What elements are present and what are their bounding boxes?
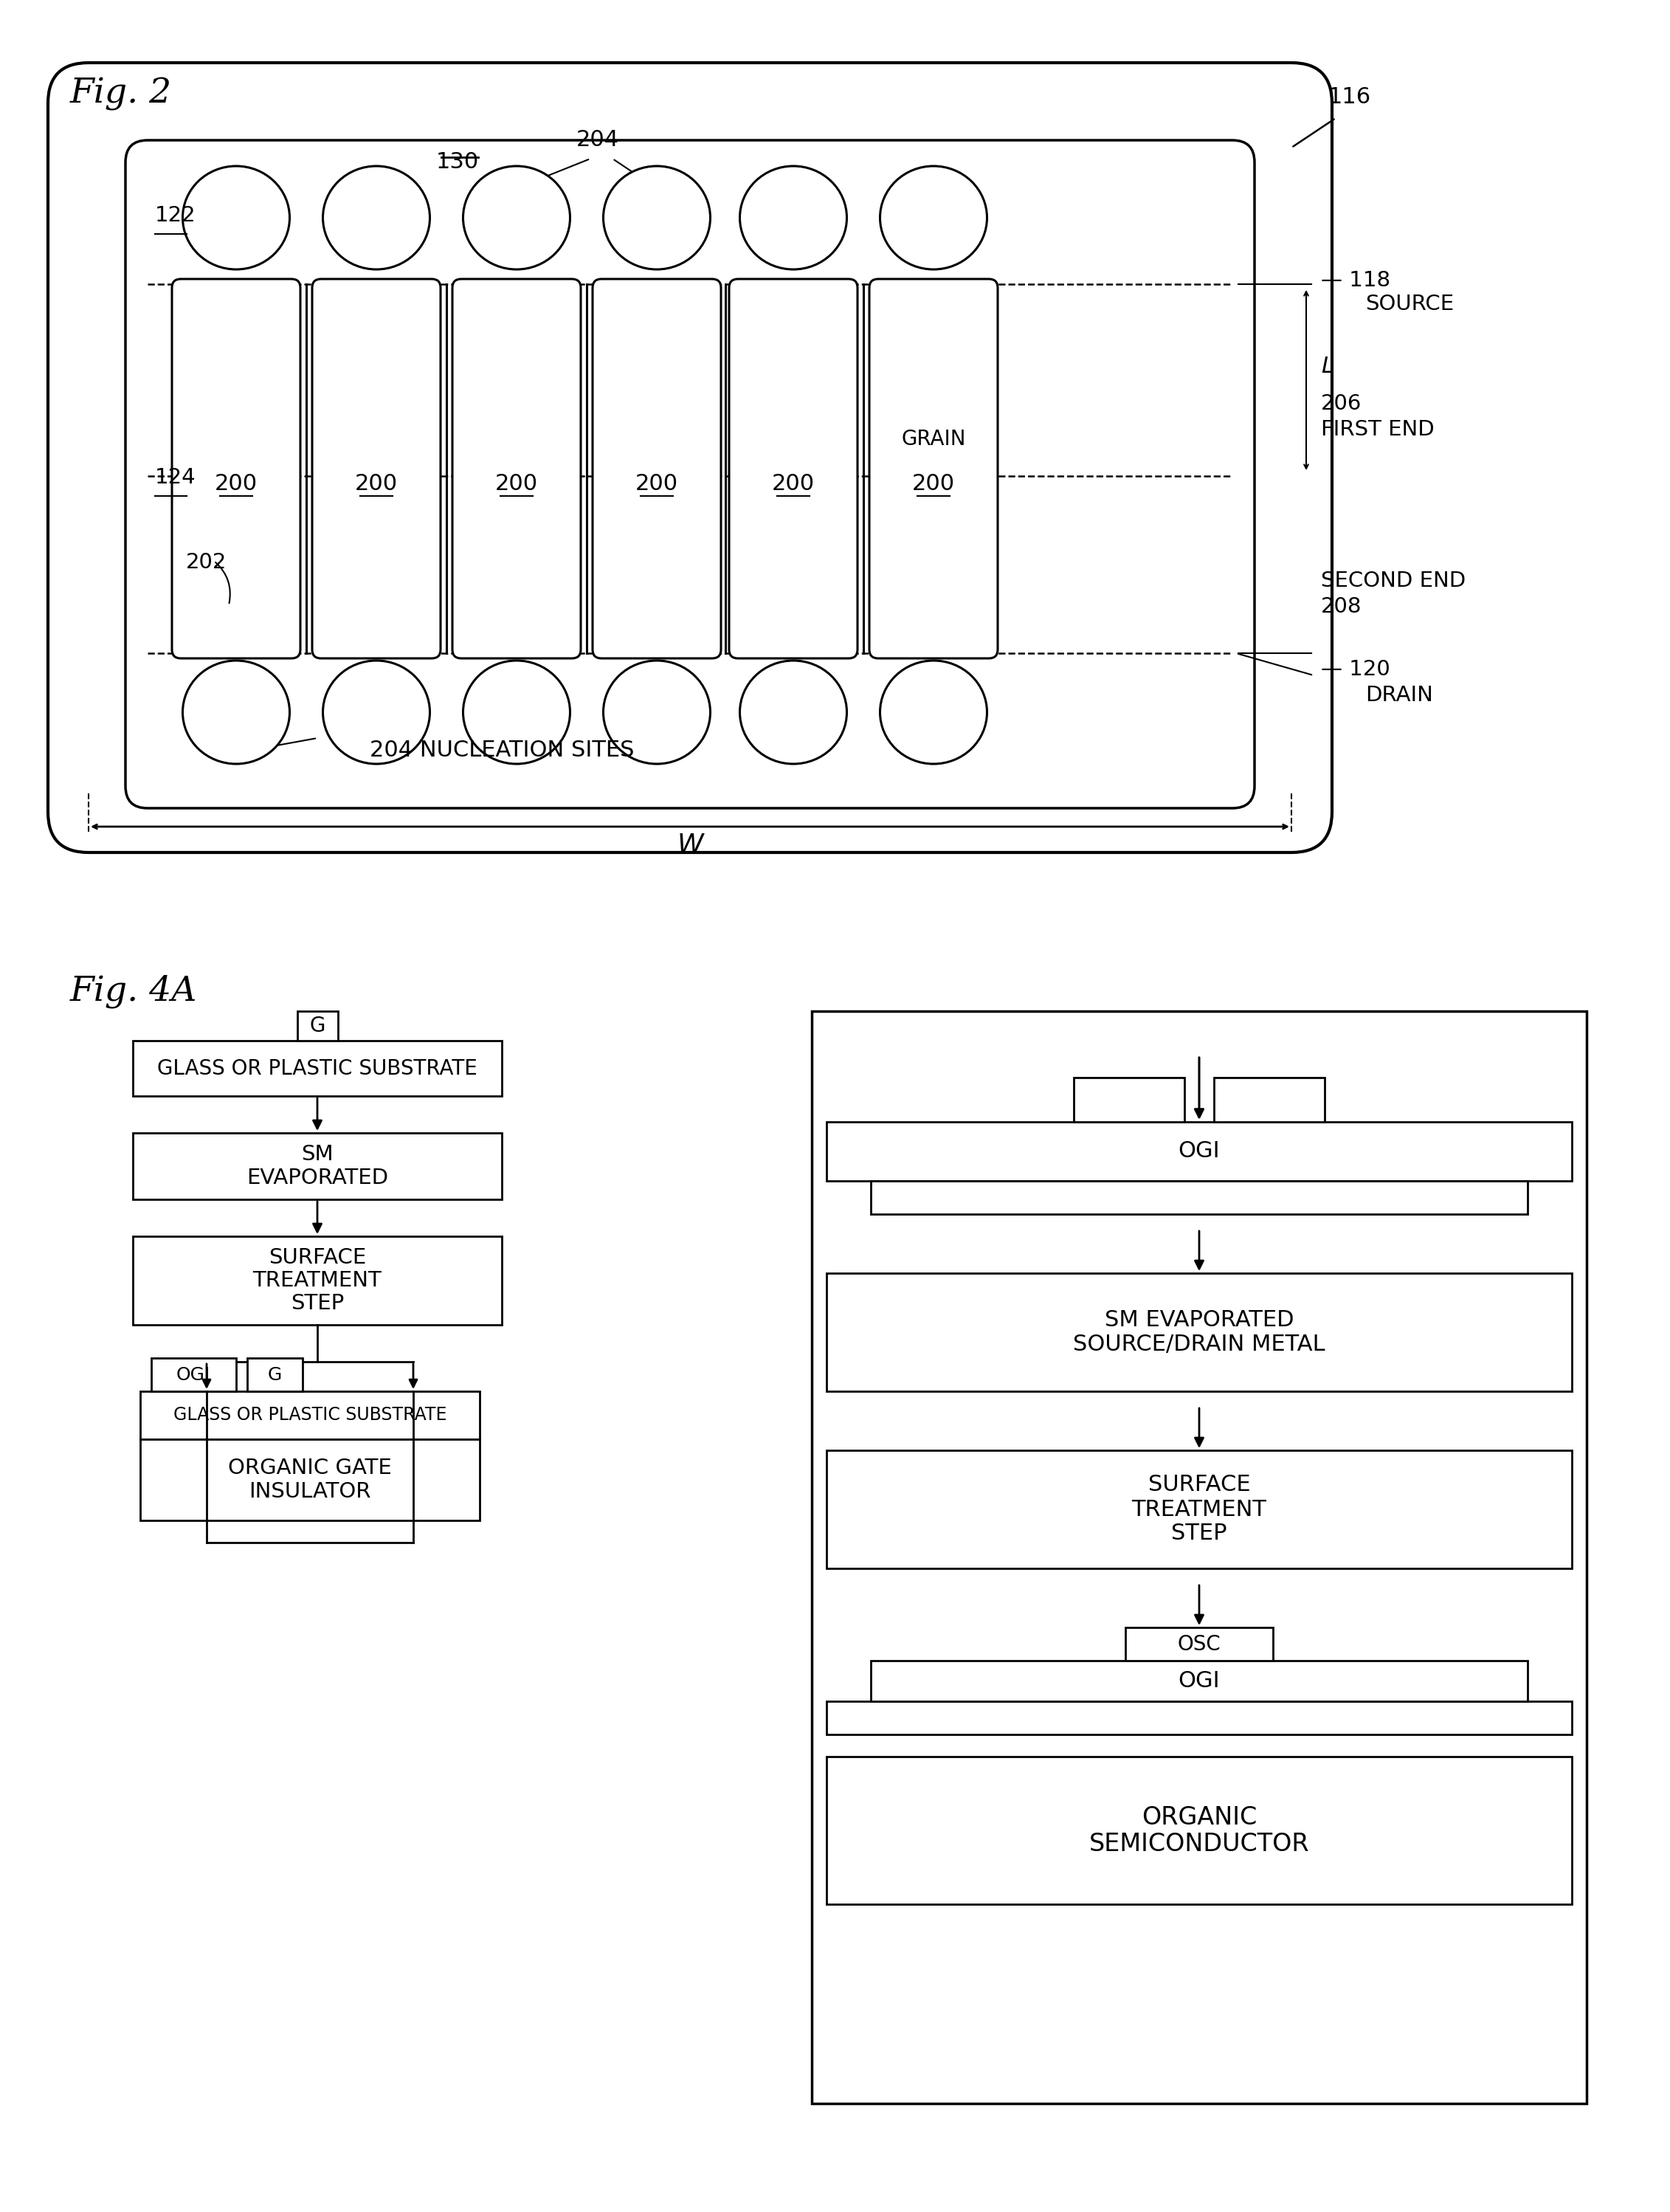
FancyBboxPatch shape: [593, 279, 721, 659]
Text: 206: 206: [1321, 394, 1361, 414]
Bar: [827, 1451, 1571, 1568]
FancyBboxPatch shape: [870, 279, 997, 659]
FancyBboxPatch shape: [125, 139, 1254, 807]
Bar: [134, 1040, 501, 1095]
Ellipse shape: [603, 166, 710, 270]
Text: FIRST END: FIRST END: [1321, 420, 1435, 440]
Bar: [150, 1358, 235, 1391]
Text: SURFACE: SURFACE: [269, 1248, 366, 1267]
Bar: [297, 1011, 337, 1040]
Ellipse shape: [740, 661, 847, 763]
Bar: [140, 1440, 479, 1520]
Text: STEP: STEP: [291, 1294, 344, 1314]
Text: 200: 200: [772, 473, 815, 493]
Text: W: W: [676, 832, 703, 858]
Text: 200: 200: [494, 473, 538, 493]
Text: STEP: STEP: [1171, 1524, 1227, 1544]
Bar: [140, 1391, 479, 1440]
Text: OGI: OGI: [177, 1365, 210, 1382]
Bar: [827, 1121, 1571, 1181]
Text: 200: 200: [215, 473, 257, 493]
Text: SURFACE: SURFACE: [1147, 1473, 1251, 1495]
Ellipse shape: [880, 661, 987, 763]
Text: 116: 116: [1328, 86, 1371, 108]
Text: ORGANIC: ORGANIC: [1142, 1805, 1258, 1829]
Text: 208: 208: [1321, 597, 1363, 617]
Text: 200: 200: [356, 473, 397, 493]
Text: ORGANIC GATE: ORGANIC GATE: [229, 1458, 392, 1478]
FancyBboxPatch shape: [172, 279, 301, 659]
Bar: [812, 1011, 1586, 2104]
Ellipse shape: [322, 661, 429, 763]
Text: 200: 200: [635, 473, 678, 493]
Text: 204: 204: [576, 128, 620, 150]
Text: Fig. 4A: Fig. 4A: [70, 973, 197, 1009]
Text: SOURCE: SOURCE: [1364, 294, 1455, 314]
Bar: [827, 1274, 1571, 1391]
Text: 130: 130: [436, 150, 479, 173]
Text: G: G: [309, 1015, 326, 1035]
Text: 202: 202: [185, 553, 227, 573]
Bar: [870, 1661, 1528, 1701]
Text: L: L: [1321, 356, 1333, 378]
Bar: [1074, 1077, 1184, 1121]
Bar: [134, 1133, 501, 1199]
Text: TREATMENT: TREATMENT: [1132, 1500, 1266, 1520]
Text: DRAIN: DRAIN: [1364, 686, 1433, 706]
Text: — 120: — 120: [1321, 659, 1389, 679]
Bar: [827, 1701, 1571, 1734]
Text: — 118: — 118: [1321, 270, 1391, 290]
FancyBboxPatch shape: [453, 279, 581, 659]
Text: G: G: [267, 1365, 282, 1382]
Text: INSULATOR: INSULATOR: [249, 1482, 371, 1502]
Ellipse shape: [463, 166, 569, 270]
Bar: [1126, 1628, 1273, 1661]
FancyBboxPatch shape: [312, 279, 441, 659]
Text: EVAPORATED: EVAPORATED: [247, 1168, 387, 1188]
Text: Fig. 2: Fig. 2: [70, 77, 172, 111]
Text: OGI: OGI: [1179, 1670, 1221, 1692]
Text: 204 NUCLEATION SITES: 204 NUCLEATION SITES: [369, 739, 635, 761]
Bar: [827, 1756, 1571, 1905]
Text: OGI: OGI: [1179, 1141, 1221, 1161]
Ellipse shape: [603, 661, 710, 763]
Bar: [870, 1181, 1528, 1214]
Ellipse shape: [182, 166, 289, 270]
Bar: [134, 1237, 501, 1325]
Text: GRAIN: GRAIN: [902, 429, 965, 449]
Text: SM EVAPORATED: SM EVAPORATED: [1104, 1310, 1294, 1332]
Bar: [1214, 1077, 1324, 1121]
Text: 122: 122: [155, 206, 195, 226]
Text: SM: SM: [301, 1144, 334, 1166]
Text: GLASS OR PLASTIC SUBSTRATE: GLASS OR PLASTIC SUBSTRATE: [157, 1057, 478, 1079]
Text: TREATMENT: TREATMENT: [252, 1270, 382, 1292]
FancyBboxPatch shape: [730, 279, 857, 659]
Ellipse shape: [182, 661, 289, 763]
Ellipse shape: [463, 661, 569, 763]
Text: GLASS OR PLASTIC SUBSTRATE: GLASS OR PLASTIC SUBSTRATE: [174, 1407, 446, 1425]
Ellipse shape: [880, 166, 987, 270]
Bar: [247, 1358, 302, 1391]
Text: SOURCE/DRAIN METAL: SOURCE/DRAIN METAL: [1074, 1334, 1326, 1356]
Text: SEMICONDUCTOR: SEMICONDUCTOR: [1089, 1832, 1309, 1856]
Text: 200: 200: [912, 473, 955, 493]
Text: SECOND END: SECOND END: [1321, 571, 1466, 591]
Ellipse shape: [322, 166, 429, 270]
FancyBboxPatch shape: [48, 62, 1333, 852]
Text: 124: 124: [155, 467, 195, 489]
Ellipse shape: [740, 166, 847, 270]
Text: OSC: OSC: [1177, 1635, 1221, 1655]
